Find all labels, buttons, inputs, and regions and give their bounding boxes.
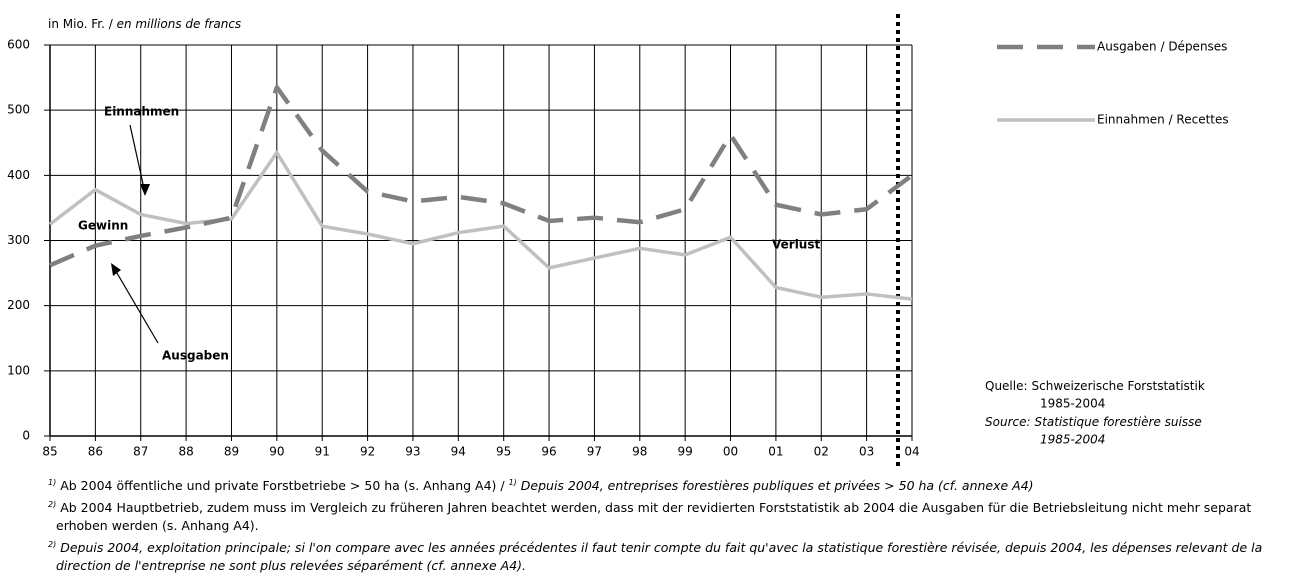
- footnote: 1) Ab 2004 öffentliche und private Forst…: [48, 474, 1298, 496]
- x-tick-label: 85: [42, 445, 57, 459]
- legend-label: Ausgaben / Dépenses: [1097, 40, 1227, 54]
- x-tick-label: 92: [360, 445, 375, 459]
- x-tick-label: 88: [178, 445, 193, 459]
- x-tick-label: 93: [405, 445, 420, 459]
- x-tick-label: 02: [814, 445, 829, 459]
- footnote-text-fr: Depuis 2004, exploitation principale; si…: [56, 539, 1263, 574]
- annotation: Gewinn: [78, 219, 128, 233]
- x-tick-label: 01: [768, 445, 783, 459]
- annotation: Verlust: [772, 238, 820, 252]
- legend-label: Einnahmen / Recettes: [1097, 113, 1229, 127]
- arrow-head: [140, 184, 150, 196]
- footnote-marker: 1): [508, 478, 517, 487]
- x-tick-label: 98: [632, 445, 647, 459]
- annotation: Ausgaben: [162, 349, 229, 363]
- arrow: [129, 124, 146, 194]
- source-line: Quelle: Schweizerische Forststatistik: [985, 379, 1205, 393]
- y-tick-label: 400: [7, 168, 30, 182]
- y-tick-label: 300: [7, 233, 30, 247]
- annotation: Einnahmen: [104, 105, 179, 119]
- x-tick-label: 86: [88, 445, 103, 459]
- y-tick-label: 100: [7, 363, 30, 377]
- x-tick-label: 96: [541, 445, 556, 459]
- source-key: Quelle:: [985, 379, 1028, 393]
- x-tick-label: 00: [723, 445, 738, 459]
- x-tick-label: 91: [315, 445, 330, 459]
- chart: in Mio. Fr. / en millions de francs 0100…: [7, 14, 1229, 470]
- source-line: Source: Statistique forestière suisse: [985, 415, 1202, 429]
- x-tick-label: 97: [587, 445, 602, 459]
- footnote-text: Ab 2004 öffentliche und private Forstbet…: [60, 478, 505, 494]
- x-tick-label: 04: [904, 445, 919, 459]
- x-tick-label: 03: [859, 445, 874, 459]
- y-axis-unit: in Mio. Fr. / en millions de francs: [48, 17, 241, 31]
- x-tick-label: 87: [133, 445, 148, 459]
- y-tick-label: 600: [7, 38, 30, 52]
- footnote: 2) Depuis 2004, exploitation principale;…: [48, 536, 1298, 576]
- y-tick-label: 0: [22, 429, 30, 443]
- series-line: [48, 150, 913, 301]
- source-years: 1985-2004: [1040, 397, 1105, 411]
- source-years: 1985-2004: [1040, 433, 1105, 447]
- x-tick-label: 89: [224, 445, 239, 459]
- footnote-text: Ab 2004 Hauptbetrieb, zudem muss im Verg…: [56, 499, 1252, 534]
- source-value: Statistique forestière suisse: [1035, 415, 1202, 429]
- footnote-marker: 1): [48, 478, 57, 487]
- footnote: 2) Ab 2004 Hauptbetrieb, zudem muss im V…: [48, 496, 1298, 536]
- footnotes: 1) Ab 2004 öffentliche und private Forst…: [48, 474, 1298, 576]
- arrow-head: [111, 263, 121, 276]
- footnote-marker: 2): [48, 539, 57, 549]
- x-tick-label: 95: [496, 445, 511, 459]
- x-tick-label: 99: [678, 445, 693, 459]
- footnote-text-fr: Depuis 2004, entreprises forestières pub…: [520, 478, 1034, 494]
- x-tick-label: 90: [269, 445, 284, 459]
- y-tick-label: 500: [7, 103, 30, 117]
- source-key: Source:: [985, 415, 1031, 429]
- y-tick-label: 200: [7, 298, 30, 312]
- x-tick-label: 94: [451, 445, 466, 459]
- source-value: Schweizerische Forststatistik: [1032, 379, 1205, 393]
- footnote-marker: 2): [48, 499, 57, 509]
- series-line: [49, 85, 914, 268]
